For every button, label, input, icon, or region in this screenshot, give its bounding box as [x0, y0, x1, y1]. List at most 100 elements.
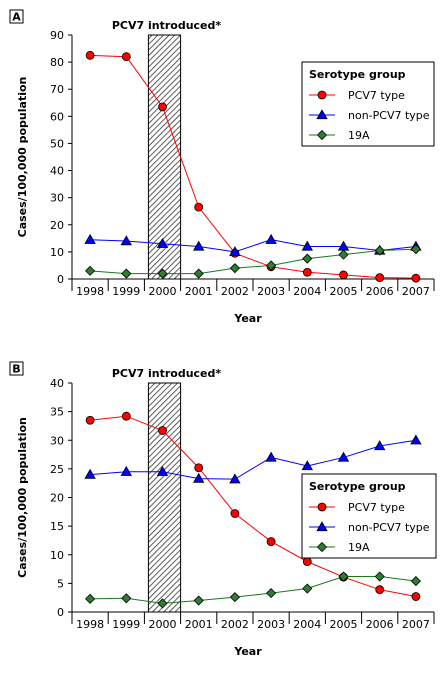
intervention-bar [147, 34, 182, 280]
y-tick-label: 30 [50, 434, 64, 447]
legend-entry: 19A [348, 541, 370, 554]
intervention-annotation: PCV7 introduced* [112, 19, 222, 32]
x-tick-label: 1998 [76, 285, 104, 298]
x-tick-label: 2005 [330, 285, 358, 298]
data-point [84, 233, 96, 244]
y-tick-label: 0 [57, 606, 64, 619]
x-tick-label: 1999 [112, 285, 140, 298]
data-point [302, 583, 313, 594]
series-pcv7-type [90, 54, 416, 279]
data-point [339, 270, 348, 280]
data-point [193, 472, 205, 483]
data-point [194, 202, 204, 212]
x-axis-title: Year [233, 312, 262, 325]
data-point [266, 260, 277, 271]
panel-letter-box [9, 361, 24, 376]
data-point [411, 273, 421, 283]
x-tick-label: 2004 [293, 618, 321, 631]
data-point [338, 249, 349, 260]
data-point [374, 571, 385, 582]
y-axis-title: Cases/100,000 population [16, 77, 29, 238]
data-point [194, 463, 204, 473]
series-non-pcv7-type [90, 239, 416, 253]
legend-entry: PCV7 type [348, 501, 405, 514]
x-tick-label: 2004 [293, 285, 321, 298]
legend: Serotype group PCV7 type non-PCV7 type 19A [301, 61, 435, 147]
data-point [301, 460, 313, 471]
data-point [266, 537, 276, 546]
x-tick-label: 2007 [402, 285, 430, 298]
y-tick-label: 0 [57, 273, 64, 286]
series-line [90, 239, 416, 253]
data-point [121, 52, 131, 62]
data-point [229, 473, 241, 484]
x-axis-title: Year [233, 645, 262, 658]
data-point [230, 509, 240, 518]
data-point [157, 598, 168, 609]
data-point [85, 265, 96, 276]
y-tick-label: 10 [50, 246, 64, 259]
x-tick-label: 2002 [221, 618, 249, 631]
series-markers-non-pcv7-type [84, 233, 422, 257]
panel-letter: B [12, 363, 20, 376]
intervention-annotation: PCV7 introduced* [112, 367, 222, 380]
chart-panel-b: B PCV7 introduced* 0 5 10 15 20 25 30 35 40 1998 199… [9, 361, 437, 658]
y-tick-label: 70 [50, 83, 64, 96]
y-tick-label: 15 [50, 520, 64, 533]
data-point [410, 244, 421, 255]
legend-marker [316, 109, 328, 120]
y-tick-label: 25 [50, 463, 64, 476]
x-tick-label: 2002 [221, 285, 249, 298]
data-point [156, 237, 169, 248]
data-point [265, 233, 277, 244]
series-markers-19a [85, 244, 421, 279]
series-line [90, 248, 416, 275]
data-point [156, 465, 169, 476]
series-markers-non-pcv7-type [84, 434, 422, 484]
series-line [90, 576, 416, 604]
series-line [90, 54, 416, 279]
y-tick-label: 90 [50, 29, 64, 42]
data-point [229, 246, 241, 257]
chart-panel-a: A PCV7 introduced* 0 10 20 30 40 50 60 70 80 90 1998… [9, 9, 435, 325]
data-point [193, 595, 204, 606]
y-tick-label: 5 [57, 577, 64, 590]
x-tick-label: 2001 [185, 618, 213, 631]
data-point [229, 263, 240, 274]
panel-letter: A [12, 11, 21, 24]
data-point [158, 426, 167, 435]
data-point [374, 245, 385, 256]
y-tick-label: 60 [50, 110, 64, 123]
x-tick-label: 2006 [366, 618, 394, 631]
data-point [121, 268, 132, 279]
x-tick-label: 2003 [257, 618, 285, 631]
x-tick-label: 2000 [149, 618, 177, 631]
intervention-bar [147, 382, 182, 613]
y-tick-label: 40 [50, 377, 64, 390]
legend-title: Serotype group [309, 480, 406, 493]
panel-letter-box [9, 9, 24, 24]
legend-marker [316, 129, 328, 141]
data-point [85, 415, 95, 425]
y-tick-label: 80 [50, 56, 64, 69]
data-point [84, 468, 96, 479]
x-tick-label: 2006 [366, 285, 394, 298]
y-tick-label: 20 [50, 219, 64, 232]
series-line [90, 439, 416, 480]
y-tick-label: 40 [50, 165, 64, 178]
data-point [374, 440, 386, 451]
data-point [375, 585, 385, 595]
data-point [157, 268, 168, 279]
data-point [411, 592, 421, 601]
y-axis-title: Cases/100,000 population [16, 417, 29, 578]
data-point [85, 593, 96, 604]
legend-marker [316, 541, 328, 553]
y-tick-label: 30 [50, 192, 64, 205]
data-point [337, 240, 350, 251]
data-point [120, 235, 132, 246]
data-point [85, 50, 95, 60]
data-point [266, 588, 277, 599]
series-line [90, 415, 416, 598]
data-point [338, 571, 349, 582]
x-tick-label: 2003 [257, 285, 285, 298]
